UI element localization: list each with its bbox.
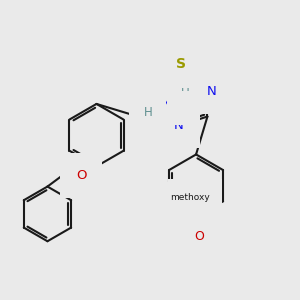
Text: methoxy: methoxy: [164, 195, 206, 205]
Text: O: O: [197, 194, 207, 207]
Text: N: N: [161, 96, 171, 109]
Text: O: O: [76, 169, 86, 182]
Text: N: N: [207, 85, 217, 98]
Text: O: O: [183, 194, 193, 207]
Text: methoxy: methoxy: [170, 193, 210, 202]
Text: O: O: [195, 230, 205, 243]
Text: S: S: [176, 57, 185, 71]
Text: H: H: [143, 106, 152, 119]
Text: N: N: [174, 119, 184, 132]
Text: H: H: [181, 81, 189, 94]
